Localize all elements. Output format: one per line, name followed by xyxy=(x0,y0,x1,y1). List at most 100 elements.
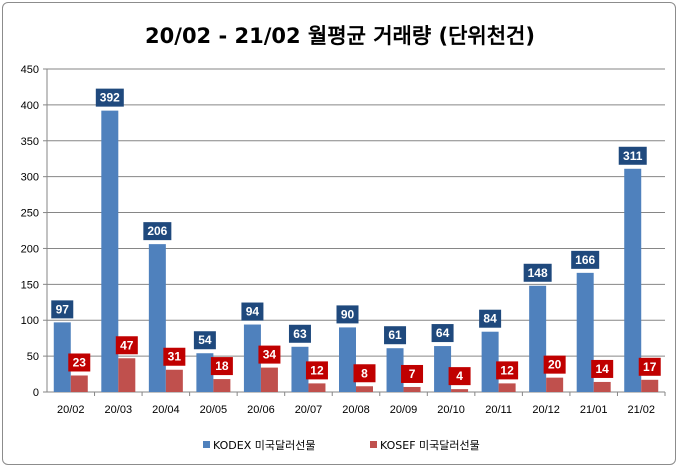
data-label: 94 xyxy=(246,305,260,319)
x-tick-label: 20/11 xyxy=(485,404,512,416)
data-label-box xyxy=(479,309,502,328)
legend-label: KODEX 미국달러선물 xyxy=(213,439,315,452)
data-label-box xyxy=(523,263,552,282)
data-label: 34 xyxy=(263,348,277,362)
data-label-box xyxy=(95,88,124,107)
data-label: 4 xyxy=(456,369,463,383)
x-tick-label: 20/09 xyxy=(390,404,418,416)
data-label: 31 xyxy=(168,350,182,364)
y-tick-label: 100 xyxy=(21,315,39,327)
x-tick-label: 20/10 xyxy=(437,404,465,416)
data-label-box xyxy=(543,355,566,374)
y-tick-label: 150 xyxy=(21,279,39,291)
bar-kosef xyxy=(593,381,611,392)
x-tick-label: 20/02 xyxy=(57,404,85,416)
bar-kodex xyxy=(386,348,404,392)
bars xyxy=(53,110,659,393)
bar-kodex xyxy=(481,331,499,392)
y-tick-label: 300 xyxy=(21,172,39,184)
data-label-box xyxy=(591,359,614,378)
data-label: 63 xyxy=(293,327,307,341)
bar-kodex xyxy=(339,327,356,392)
bar-kodex xyxy=(101,110,119,393)
bar-kosef xyxy=(356,386,373,392)
data-label-box xyxy=(51,300,74,319)
data-label-box xyxy=(496,361,519,380)
bar-kosef xyxy=(70,375,88,392)
bar-kosef xyxy=(118,358,136,392)
bar-kosef xyxy=(308,383,326,392)
bar-kodex xyxy=(243,324,261,392)
bar-kodex xyxy=(576,272,594,392)
bar-kosef xyxy=(213,379,231,392)
data-label-box xyxy=(571,250,600,269)
x-tick-label: 20/08 xyxy=(342,404,370,416)
y-axis-ticks: 0 50 100 150 200 250 300 350 400 450 xyxy=(21,64,39,399)
bar-kodex xyxy=(148,244,166,392)
legend-swatch xyxy=(370,441,377,448)
data-label: 61 xyxy=(388,328,402,342)
data-label: 148 xyxy=(528,266,548,280)
bar-kosef xyxy=(165,369,183,392)
data-label-box xyxy=(448,367,471,386)
data-label: 12 xyxy=(500,363,514,377)
bar-kosef xyxy=(260,367,278,392)
data-label-box xyxy=(336,305,359,324)
bar-kodex xyxy=(53,322,71,392)
data-label-box xyxy=(288,324,311,343)
x-axis-ticks: 20/02 20/03 20/04 20/05 20/06 20/07 20/08 20/09… xyxy=(57,404,655,416)
data-label: 206 xyxy=(147,224,167,238)
data-label: 18 xyxy=(215,359,229,373)
y-tick-label: 0 xyxy=(33,387,39,399)
x-tick-label: 20/03 xyxy=(105,404,133,416)
data-label-box xyxy=(618,146,647,165)
data-label-box xyxy=(163,347,186,366)
bar-kosef xyxy=(451,389,469,392)
x-tick-label: 20/05 xyxy=(200,404,228,416)
bar-kodex xyxy=(291,346,309,392)
data-label: 7 xyxy=(409,367,416,381)
bar-kosef xyxy=(641,379,659,392)
data-label: 90 xyxy=(341,307,355,321)
y-tick-label: 200 xyxy=(21,243,39,255)
data-label: 97 xyxy=(56,302,70,316)
y-tick-label: 50 xyxy=(27,351,39,363)
chart-title: 20/02 - 21/02 월평균 거래량 (단위천건) xyxy=(145,24,535,48)
data-label-box xyxy=(431,324,454,343)
data-label-box xyxy=(305,361,328,380)
data-label-box xyxy=(241,302,264,321)
y-tick-label: 450 xyxy=(21,64,39,76)
data-label: 23 xyxy=(73,355,87,369)
data-label: 14 xyxy=(596,362,610,376)
x-tick-label: 21/02 xyxy=(627,404,655,416)
bar-kodex xyxy=(529,285,547,392)
data-label-box xyxy=(638,357,661,376)
x-tick-label: 20/07 xyxy=(295,404,323,416)
data-label: 17 xyxy=(643,360,657,374)
y-tick-label: 250 xyxy=(21,208,39,220)
data-label: 47 xyxy=(120,338,134,352)
bar-kosef xyxy=(546,377,564,392)
x-tick-label: 21/01 xyxy=(580,404,608,416)
bar-kosef xyxy=(498,383,516,392)
legend-label: KOSEF 미국달러선물 xyxy=(380,439,480,452)
data-label: 12 xyxy=(310,363,324,377)
x-tick-label: 20/12 xyxy=(532,404,560,416)
data-label-box xyxy=(384,326,407,345)
x-tick-label: 20/04 xyxy=(152,404,180,416)
data-label: 54 xyxy=(198,333,212,347)
data-label: 64 xyxy=(436,326,450,340)
data-label-box xyxy=(115,336,138,355)
data-label: 20 xyxy=(548,358,562,372)
data-label-box xyxy=(68,353,91,372)
y-tick-label: 350 xyxy=(21,136,39,148)
bar-kodex xyxy=(624,168,642,392)
legend-swatch xyxy=(203,441,210,448)
data-label: 84 xyxy=(483,312,497,326)
data-label: 311 xyxy=(623,149,643,163)
x-tick-label: 20/06 xyxy=(247,404,275,416)
data-label: 392 xyxy=(100,91,120,105)
data-label-box xyxy=(401,364,424,383)
